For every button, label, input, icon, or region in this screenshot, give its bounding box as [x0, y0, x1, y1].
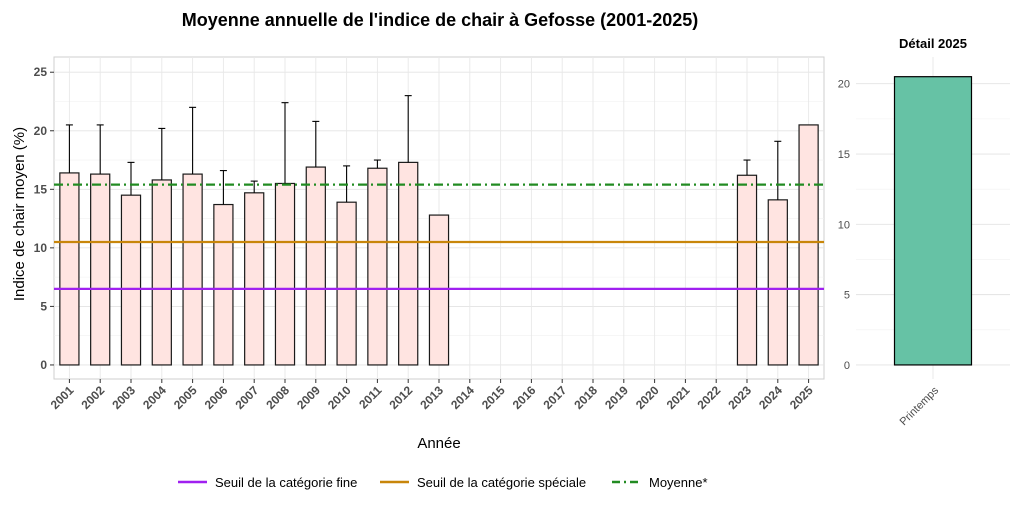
- bar-2025: [798, 124, 819, 366]
- x-tick-label: 2023: [725, 383, 754, 412]
- x-tick-label: 2010: [325, 383, 354, 412]
- x-tick-label: 2016: [510, 383, 539, 412]
- x-tick-label: 2025: [787, 383, 816, 412]
- y-tick-label: 10: [34, 241, 48, 255]
- legend-label-2: Seuil de la catégorie spéciale: [417, 475, 586, 490]
- legend: Seuil de la catégorie fine Seuil de la ca…: [178, 475, 708, 490]
- x-tick-label: 2022: [695, 383, 724, 412]
- x-tick-label: 2007: [233, 383, 262, 412]
- y-tick-label: 5: [40, 299, 47, 313]
- side-bar-Printemps: [893, 76, 973, 366]
- bar-2005: [182, 173, 203, 366]
- bar-2012: [398, 161, 419, 366]
- bar-2003: [120, 194, 142, 366]
- y-axis-label: Indice de chair moyen (%): [11, 127, 28, 301]
- x-tick-label: 2014: [448, 383, 477, 412]
- x-tick-label: 2013: [417, 383, 446, 412]
- x-tick-label: 2008: [263, 383, 292, 412]
- bar-2004: [151, 179, 172, 366]
- bar-2006: [213, 203, 234, 366]
- y-tick-label: 15: [34, 182, 48, 196]
- x-axis-label: Année: [417, 435, 460, 452]
- side-y-tick-label: 0: [844, 360, 850, 372]
- bar-2008: [274, 182, 296, 366]
- y-tick-label: 0: [40, 358, 47, 372]
- bar-2013: [428, 214, 450, 366]
- x-tick-label: 2006: [202, 383, 231, 412]
- x-tick-label: 2021: [664, 383, 693, 412]
- side-plot-area: 0 5 10 15 20 Printemps: [838, 57, 1010, 428]
- bar-2009: [305, 166, 326, 366]
- legend-label-3: Moyenne*: [649, 475, 708, 490]
- x-tick-label: 2003: [109, 383, 138, 412]
- y-tick-label: 25: [34, 65, 48, 79]
- bar-2024: [767, 199, 788, 366]
- x-tick-label: 2018: [571, 383, 600, 412]
- side-chart-title: Détail 2025: [899, 36, 967, 51]
- x-tick-label: 2004: [140, 383, 169, 412]
- x-tick-label: 2005: [171, 383, 200, 412]
- side-x-tick-label: Printemps: [898, 384, 942, 428]
- side-y-tick-label: 5: [844, 290, 850, 302]
- bar-2010: [336, 201, 357, 366]
- x-tick-label: 2017: [541, 383, 570, 412]
- y-tick-label: 20: [34, 124, 48, 138]
- x-tick-label: 2024: [756, 383, 785, 412]
- legend-label-1: Seuil de la catégorie fine: [215, 475, 357, 490]
- chart-title: Moyenne annuelle de l'indice de chair à …: [182, 10, 698, 30]
- bar-2001: [59, 172, 80, 366]
- bar-2007: [244, 192, 265, 366]
- x-tick-label: 2015: [479, 383, 508, 412]
- x-tick-label: 2019: [602, 383, 631, 412]
- x-tick-label: 2001: [48, 383, 77, 412]
- x-tick-label: 2020: [633, 383, 662, 412]
- x-tick-label: 2002: [79, 383, 108, 412]
- x-tick-label: 2011: [356, 383, 385, 412]
- x-tick-label: 2012: [387, 383, 416, 412]
- side-y-tick-label: 10: [838, 219, 850, 231]
- x-tick-label: 2009: [294, 383, 323, 412]
- side-y-tick-label: 20: [838, 79, 850, 91]
- bar-2011: [367, 167, 388, 366]
- bar-2023: [736, 174, 758, 366]
- side-y-tick-label: 15: [838, 149, 850, 161]
- bar-2002: [90, 173, 111, 366]
